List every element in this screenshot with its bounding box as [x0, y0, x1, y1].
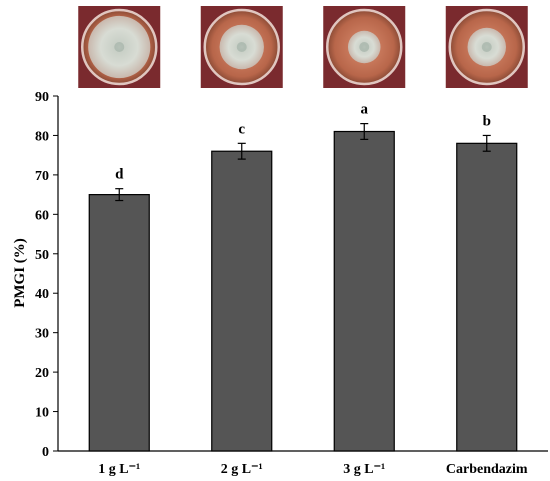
- significance-label: a: [361, 102, 369, 118]
- y-tick-label: 80: [35, 129, 49, 144]
- petri-dish-photo: [200, 6, 283, 88]
- petri-dish-photo: [78, 6, 161, 88]
- error-bar: [360, 123, 369, 140]
- bar: [211, 150, 273, 452]
- significance-label: c: [238, 121, 245, 137]
- error-bar: [115, 188, 124, 202]
- y-axis-title: PMGI (%): [12, 238, 28, 308]
- petri-dish-photo: [445, 6, 528, 88]
- bars: d 1 g L⁻¹ c 2 g L⁻¹ a 3 g L⁻¹ b Carbendazim: [88, 102, 528, 477]
- x-tick-label: 2 g L⁻¹: [221, 462, 263, 477]
- y-tick-label: 20: [35, 366, 49, 381]
- error-bar: [237, 142, 246, 160]
- significance-label: d: [115, 167, 124, 183]
- y-tick-label: 60: [35, 208, 49, 223]
- bar: [456, 142, 518, 452]
- y-tick-label: 30: [35, 327, 49, 342]
- y-tick-label: 10: [35, 406, 49, 421]
- significance-label: b: [483, 113, 491, 129]
- bar: [88, 194, 150, 452]
- x-tick-label: 1 g L⁻¹: [98, 462, 140, 477]
- petri-dish-photos: [78, 6, 528, 88]
- y-tick-label: 70: [35, 169, 49, 184]
- petri-dish-photo: [323, 6, 406, 88]
- bar: [333, 130, 395, 452]
- y-tick-label: 40: [35, 287, 49, 302]
- y-tick-label: 50: [35, 248, 49, 263]
- x-tick-label: 3 g L⁻¹: [343, 462, 385, 477]
- x-tick-label: Carbendazim: [446, 462, 528, 477]
- y-tick-label: 0: [42, 445, 49, 460]
- error-bar: [482, 134, 491, 152]
- y-tick-label: 90: [35, 90, 49, 105]
